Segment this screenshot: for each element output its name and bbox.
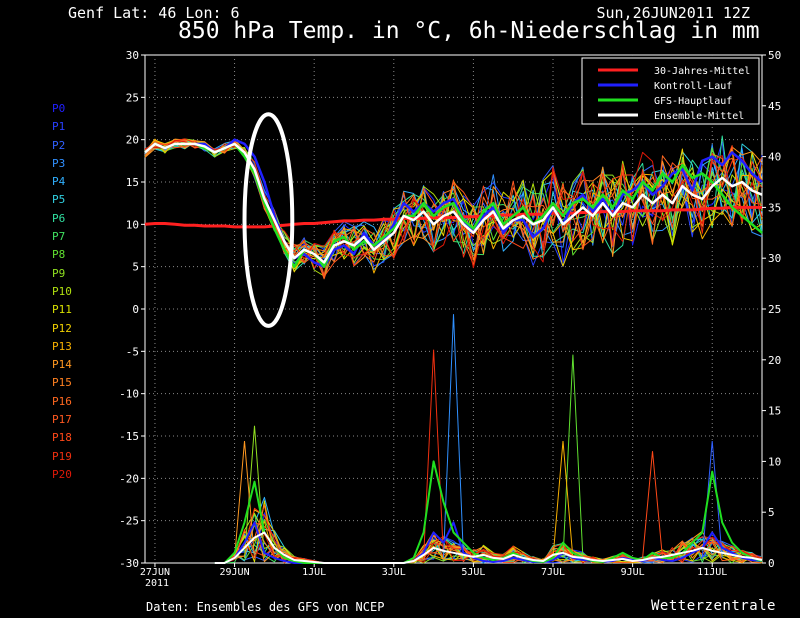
tick-label-right: 0 — [768, 557, 775, 570]
ensemble-mean-precip-line — [214, 531, 763, 564]
member-label-p9: P9 — [52, 266, 66, 280]
legend-label-0: 30-Jahres-Mittel — [654, 66, 750, 77]
tick-label-left: -5 — [126, 345, 139, 358]
tick-label-right: 50 — [768, 49, 781, 62]
tick-label-right: 15 — [768, 405, 781, 418]
control-run-temp-line — [144, 138, 763, 268]
tick-label-right: 35 — [768, 201, 781, 214]
member-label-p19: P19 — [52, 449, 72, 463]
data-credit: Daten: Ensembles des GFS von NCEP — [146, 600, 385, 614]
tick-label-bottom: 3JUL — [382, 567, 406, 578]
tick-label-right: 45 — [768, 100, 781, 113]
tick-label-left: -10 — [119, 388, 139, 401]
tick-label-bottom: 7JUL — [541, 567, 565, 578]
tick-label-left: -30 — [119, 557, 139, 570]
member-label-p3: P3 — [52, 156, 66, 170]
member-label-p12: P12 — [52, 321, 72, 335]
tick-label-bottom: 27JUN — [140, 567, 170, 578]
precip-peak-line — [443, 314, 464, 558]
tick-label-left: 0 — [132, 303, 139, 316]
precip-peak-line — [423, 349, 444, 558]
tick-label-right: 20 — [768, 354, 781, 367]
tick-label-bottom: 9JUL — [621, 567, 645, 578]
tick-label-bottom: 29JUN — [220, 567, 250, 578]
tick-label-right: 10 — [768, 455, 781, 468]
member-label-p11: P11 — [52, 303, 72, 317]
tick-label-left: 10 — [126, 218, 139, 231]
member-label-p4: P4 — [52, 175, 66, 189]
tick-label-bottom: 11JUL — [697, 567, 727, 578]
legend-label-3: Ensemble-Mittel — [654, 111, 744, 122]
member-label-p7: P7 — [52, 230, 66, 244]
tick-label-left: 30 — [126, 49, 139, 62]
tick-label-left: -20 — [119, 472, 139, 485]
legend-label-2: GFS-Hauptlauf — [654, 96, 732, 107]
precip-peak-line — [562, 354, 584, 558]
member-label-p6: P6 — [52, 211, 66, 225]
tick-label-left: 15 — [126, 176, 139, 189]
member-label-p16: P16 — [52, 394, 72, 408]
member-label-p0: P0 — [52, 102, 66, 115]
tick-label-left: -15 — [119, 430, 139, 443]
member-label-p18: P18 — [52, 431, 72, 445]
tick-label-year: 2011 — [145, 578, 169, 589]
tick-label-bottom: 1JUL — [302, 567, 326, 578]
precip-peak-line — [701, 441, 723, 558]
tick-label-right: 5 — [768, 506, 775, 519]
tick-label-right: 25 — [768, 303, 781, 316]
chart-title: 850 hPa Temp. in °C, 6h-Niederschlag in … — [178, 18, 760, 44]
brand-label: Wetterzentrale — [650, 598, 776, 614]
precip-peak-line — [234, 441, 255, 558]
location-label: Genf Lat: 46 Lon: 6 — [68, 4, 240, 22]
tick-label-left: 25 — [126, 91, 139, 104]
tick-label-left: -25 — [119, 515, 139, 528]
member-label-p8: P8 — [52, 248, 66, 262]
legend-label-1: Kontroll-Lauf — [654, 81, 732, 92]
tick-label-bottom: 5JUL — [461, 567, 485, 578]
annotation-ellipse — [242, 112, 295, 328]
precip-peak-line — [642, 451, 663, 558]
member-label-p15: P15 — [52, 376, 72, 390]
tick-label-right: 40 — [768, 151, 781, 164]
member-label-p17: P17 — [52, 413, 72, 427]
operational-run-precip-line — [214, 460, 763, 564]
member-label-p5: P5 — [52, 193, 66, 207]
tick-label-left: 20 — [126, 134, 139, 147]
member-label-p10: P10 — [52, 284, 72, 298]
tick-label-left: 5 — [132, 261, 139, 274]
member-label-p20: P20 — [52, 467, 72, 481]
member-label-p14: P14 — [52, 358, 72, 372]
precip-peak-line — [552, 441, 574, 558]
tick-label-right: 30 — [768, 252, 781, 265]
member-list: P0 P1 P2 P3 P4 P5 P6 P7 P8 P9 P10 P11 P12 P13 P14 P15 P1… — [52, 100, 72, 484]
climate-mean-line — [144, 205, 762, 229]
member-label-p13: P13 — [52, 339, 72, 353]
member-label-p1: P1 — [52, 120, 66, 134]
run-timestamp: Sun,26JUN2011 12Z — [596, 4, 750, 22]
member-label-p2: P2 — [52, 138, 66, 152]
